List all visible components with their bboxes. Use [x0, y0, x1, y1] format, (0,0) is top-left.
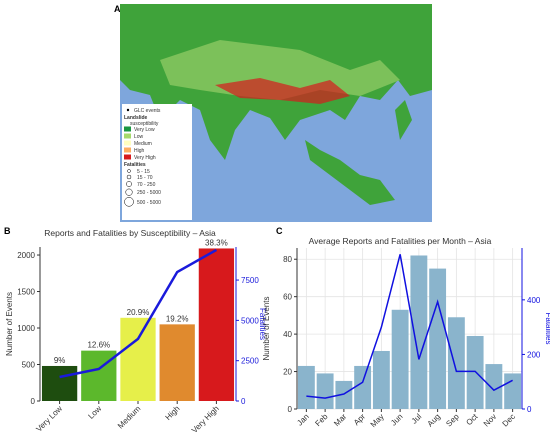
legend-text: 5 - 15	[137, 169, 150, 175]
x-tick-label: Jun	[389, 412, 404, 427]
map	[120, 4, 432, 222]
line	[59, 248, 218, 379]
x-tick-label: Sep	[444, 412, 461, 429]
bar	[504, 373, 522, 409]
y2-tick-label: 5000	[241, 316, 259, 325]
y2-tick-label: 0	[527, 405, 532, 414]
chart-title: Reports and Fatalities by Susceptibility…	[44, 228, 216, 238]
y2-axis-label: Fatalities	[544, 312, 550, 344]
bar	[391, 309, 409, 409]
plot-bg	[297, 248, 522, 409]
bar-label: 20.9%	[127, 308, 150, 317]
land	[395, 100, 412, 140]
bar	[297, 365, 315, 409]
x-tick-label: Feb	[313, 412, 330, 429]
x-tick-label: Nov	[482, 412, 498, 428]
legend-swatch	[124, 133, 131, 139]
x-tick-label: Jul	[410, 412, 424, 426]
bar	[372, 350, 390, 409]
y-tick-label: 80	[283, 255, 292, 264]
bar-label: 9%	[54, 356, 66, 365]
bar-label: 12.6%	[87, 341, 110, 350]
bar	[198, 248, 235, 401]
legend-circle	[126, 174, 132, 180]
chart-title: Average Reports and Fatalities per Month…	[309, 236, 492, 246]
legend-text: Low	[134, 134, 144, 140]
bar	[447, 317, 465, 409]
y2-tick-label: 0	[241, 397, 246, 406]
y-tick-label: 0	[288, 405, 293, 414]
legend-text: GLC events	[134, 108, 161, 114]
y-axis-label: Number of Events	[5, 292, 14, 356]
legend-box	[122, 104, 192, 220]
legend-text: Very Low	[134, 127, 155, 133]
land	[305, 140, 395, 205]
legend-heading: Fatalities	[124, 162, 146, 168]
legend-text: Very High	[134, 155, 156, 161]
y2-tick-label: 7500	[241, 276, 259, 285]
y2-axis-label: Fatalities	[258, 308, 267, 340]
bar	[41, 365, 78, 401]
bar-label: 38.3%	[205, 238, 228, 247]
x-tick-label: Very Low	[34, 404, 64, 434]
legend-text: High	[134, 148, 145, 154]
line	[306, 254, 513, 399]
bar-label: 19.2%	[166, 314, 189, 323]
y-tick-label: 1500	[17, 288, 35, 297]
legend-heading: Landslide	[124, 115, 148, 121]
panel-label: C	[276, 226, 283, 236]
bar	[466, 335, 484, 409]
legend-swatch	[124, 140, 131, 146]
legend-text: 250 - 5000	[137, 190, 161, 196]
y-tick-label: 40	[283, 330, 292, 339]
x-tick-label: May	[369, 412, 386, 429]
x-tick-label: Medium	[116, 404, 143, 431]
y-axis-label: Number of Events	[262, 296, 271, 360]
bar	[159, 324, 195, 401]
panel-label: A	[114, 4, 121, 14]
legend-text: Medium	[134, 141, 152, 147]
legend-swatch	[124, 147, 131, 153]
legend-text: 70 - 250	[137, 182, 156, 188]
bar	[354, 365, 372, 409]
bar	[429, 268, 447, 409]
y-tick-label: 60	[283, 293, 292, 302]
y-tick-label: 2000	[17, 251, 35, 260]
legend-circle	[127, 169, 131, 173]
legend-circle	[126, 181, 132, 187]
bar	[410, 255, 428, 409]
legend-text: 500 - 5000	[137, 200, 161, 206]
y-tick-label: 500	[22, 361, 36, 370]
x-tick-label: Dec	[501, 412, 517, 428]
land	[215, 78, 350, 104]
legend-marker	[126, 108, 130, 112]
panel-label: B	[4, 226, 11, 236]
y-tick-label: 1000	[17, 324, 35, 333]
x-tick-label: Oct	[464, 412, 480, 428]
legend-swatch	[124, 154, 131, 160]
y2-tick-label: 200	[527, 350, 541, 359]
bar	[335, 380, 353, 409]
y2-tick-label: 400	[527, 296, 541, 305]
bar	[316, 373, 334, 409]
bar	[120, 317, 156, 401]
legend-text: 15 - 70	[137, 175, 153, 181]
x-tick-label: Aug	[426, 412, 442, 428]
legend-heading: susceptibility	[130, 121, 159, 127]
legend-circle	[124, 197, 134, 207]
y2-tick-label: 2500	[241, 357, 259, 366]
x-tick-label: High	[164, 404, 182, 422]
bar	[485, 364, 503, 409]
x-tick-label: Mar	[332, 412, 348, 428]
legend-circle	[125, 188, 133, 196]
x-tick-label: Very High	[190, 404, 221, 435]
y-tick-label: 0	[31, 397, 36, 406]
x-tick-label: Apr	[352, 412, 367, 427]
legend-swatch	[124, 126, 131, 132]
x-tick-label: Jan	[295, 412, 310, 427]
x-tick-label: Low	[86, 404, 103, 421]
y-tick-label: 20	[283, 368, 292, 377]
